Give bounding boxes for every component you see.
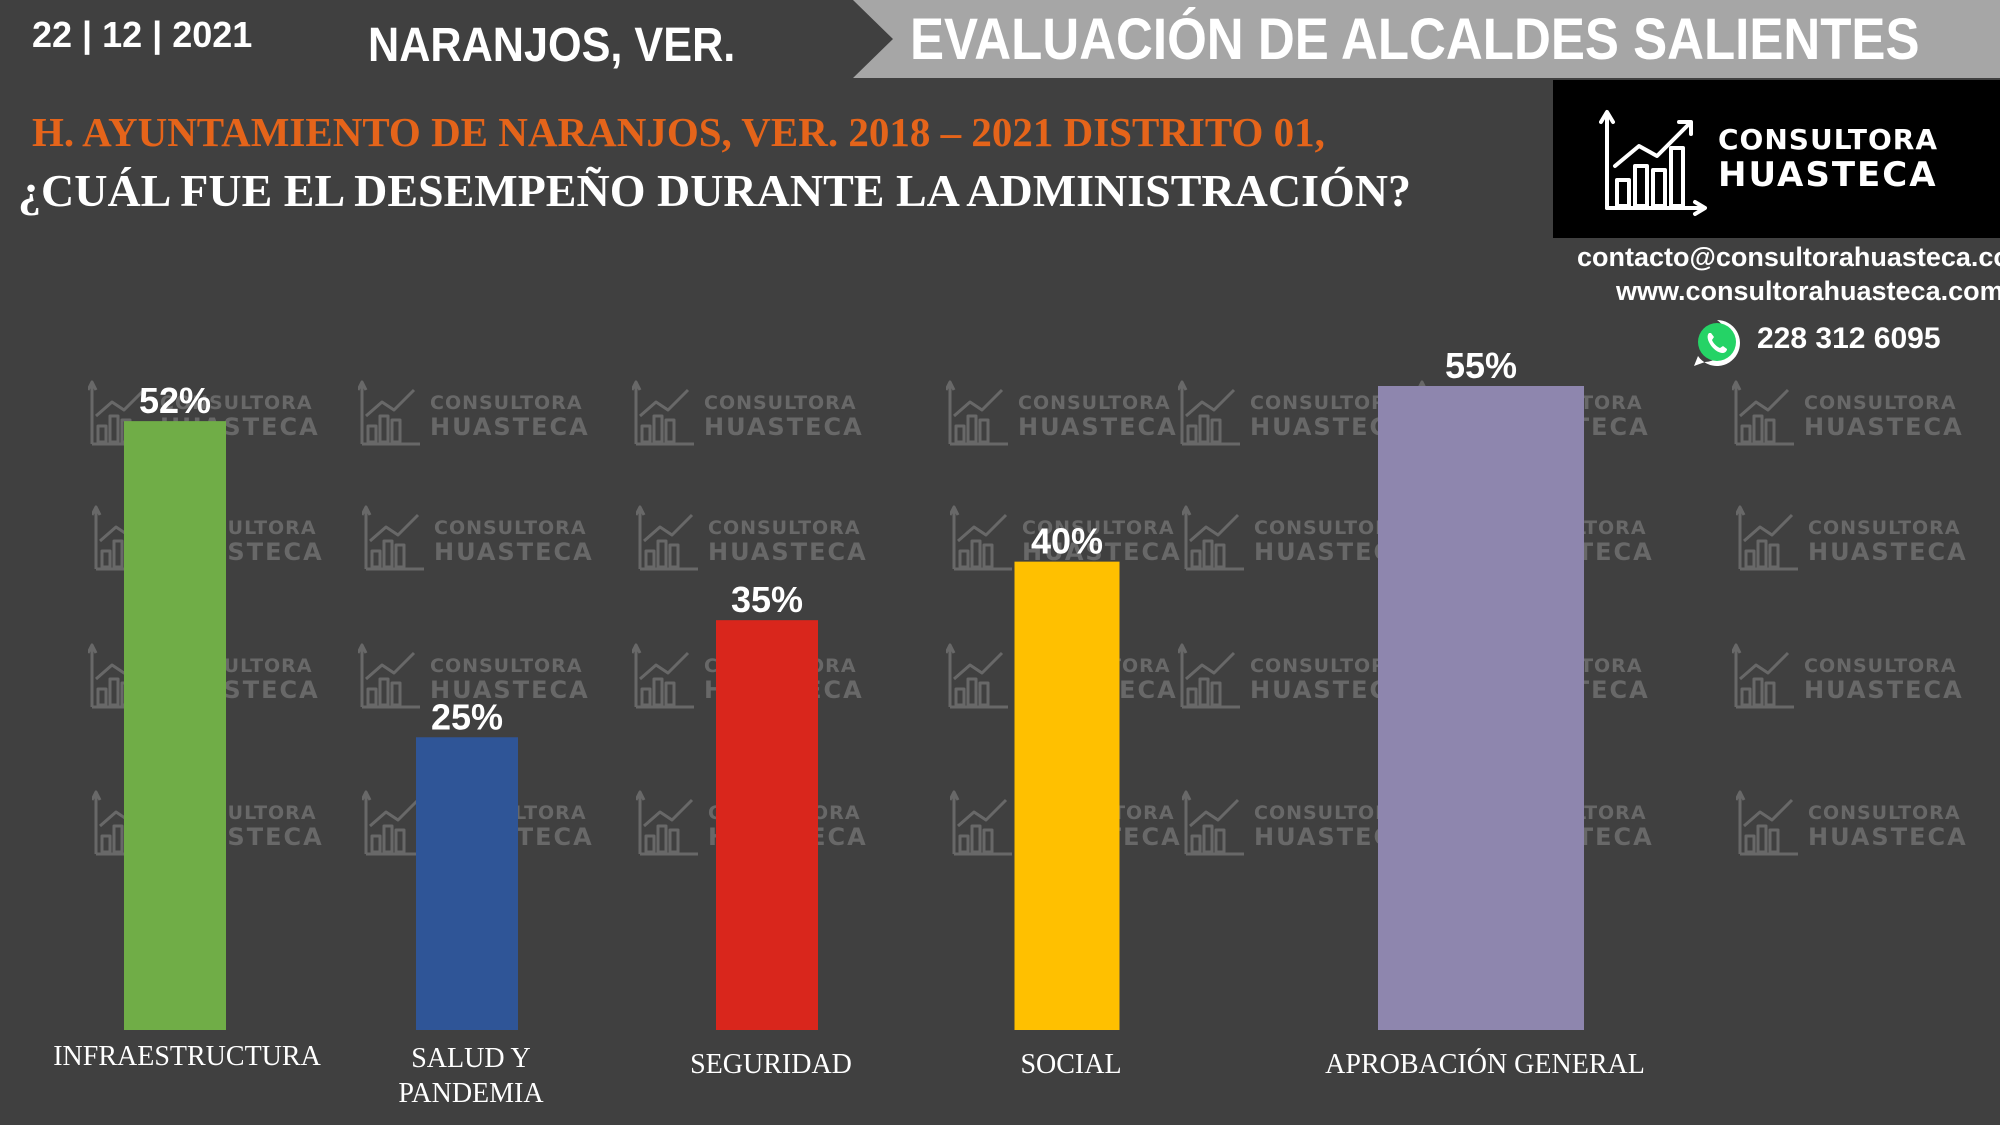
bar-seguridad bbox=[716, 620, 818, 1030]
whatsapp-icon bbox=[1694, 320, 1740, 366]
category-label: INFRAESTRUCTURA bbox=[53, 1041, 321, 1072]
data-label: 25% bbox=[431, 696, 503, 737]
bar-salud-y-pandemia bbox=[416, 737, 518, 1030]
survey-headline: H. AYUNTAMIENTO DE NARANJOS, VER. 2018 –… bbox=[32, 109, 1325, 155]
banner-title: EVALUACIÓN DE ALCALDES SALIENTES bbox=[910, 7, 1920, 72]
survey-question: ¿CUÁL FUE EL DESEMPEÑO DURANTE LA ADMINI… bbox=[18, 165, 1411, 216]
date-label: 22 | 12 | 2021 bbox=[32, 14, 253, 55]
bar-aprobaci-n-general bbox=[1378, 386, 1584, 1030]
logo-text: CONSULTORA HUASTECA bbox=[1718, 123, 1939, 195]
bar-social bbox=[1014, 561, 1120, 1030]
contact-website: www.consultorahuasteca.com bbox=[1616, 276, 2000, 306]
city-title: NARANJOS, VER. bbox=[368, 19, 736, 72]
title-banner bbox=[853, 0, 2000, 78]
category-label: APROBACIÓN GENERAL bbox=[1325, 1049, 1645, 1080]
brand-logo: CONSULTORA HUASTECA bbox=[1553, 80, 2000, 238]
data-label: 40% bbox=[1031, 521, 1103, 562]
bar-infraestructura bbox=[124, 421, 226, 1030]
category-label: SOCIAL bbox=[1020, 1049, 1121, 1080]
logo-line2: HUASTECA bbox=[1718, 155, 1938, 195]
chart-growth-icon bbox=[1599, 110, 1707, 216]
data-label: 52% bbox=[139, 380, 211, 421]
data-label: 55% bbox=[1445, 345, 1517, 386]
data-label: 35% bbox=[731, 579, 803, 620]
contact-email: contacto@consultorahuasteca.com bbox=[1577, 242, 2000, 272]
category-label: SEGURIDAD bbox=[690, 1049, 852, 1080]
category-label: SALUD Y PANDEMIA bbox=[398, 1043, 544, 1109]
contact-phone: 228 312 6095 bbox=[1757, 322, 1941, 355]
logo-line1: CONSULTORA bbox=[1718, 123, 1939, 156]
